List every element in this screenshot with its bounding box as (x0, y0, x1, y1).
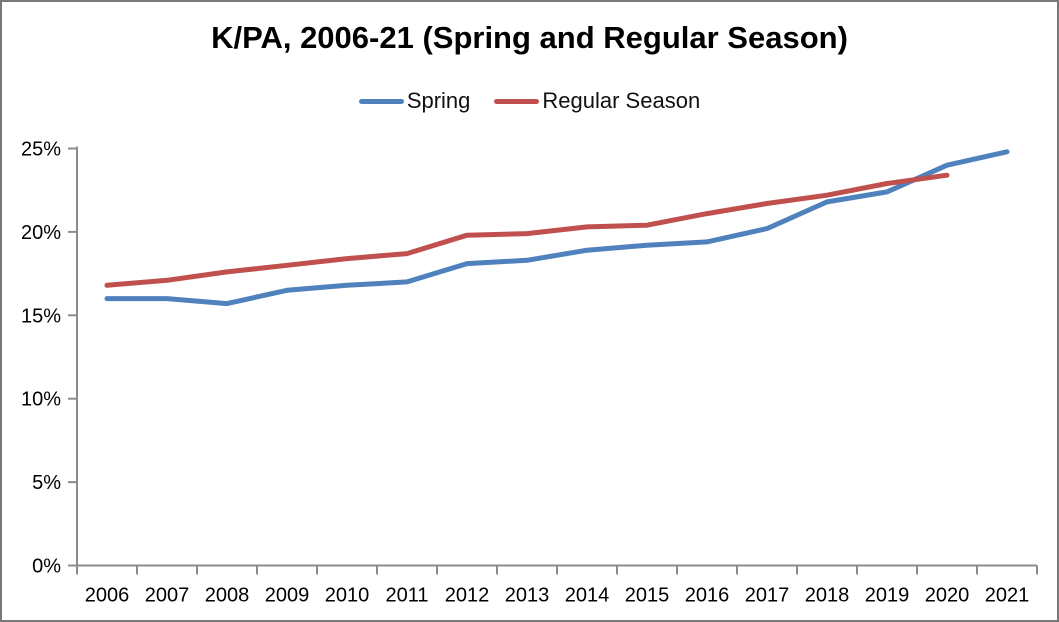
x-axis-tick-label: 2019 (865, 585, 910, 607)
x-axis-tick-label: 2018 (805, 585, 850, 607)
x-axis-tick-label: 2008 (205, 585, 250, 607)
x-axis-tick-label: 2010 (325, 585, 370, 607)
chart-title: K/PA, 2006-21 (Spring and Regular Season… (211, 20, 848, 55)
y-axis-tick-label: 5% (32, 472, 61, 494)
x-axis-tick-label: 2007 (145, 585, 190, 607)
legend-item-regular-season: Regular Season (494, 88, 700, 114)
regular-season-line-swatch (494, 98, 540, 104)
series-line-spring (104, 149, 1010, 307)
x-axis-tick-label: 2016 (685, 585, 730, 607)
x-axis-tick-label: 2011 (385, 585, 428, 607)
legend: Spring Regular Season (2, 88, 1057, 114)
legend-item-spring: Spring (358, 88, 471, 114)
x-axis-tick-label: 2017 (745, 585, 790, 607)
x-axis-tick-label: 2013 (505, 585, 550, 607)
x-axis-tick-label: 2012 (445, 585, 490, 607)
legend-label-spring: Spring (406, 88, 471, 113)
y-axis-tick-label: 20% (21, 222, 61, 244)
y-axis-tick-label: 0% (32, 556, 61, 578)
y-axis-tick-label: 15% (21, 305, 61, 327)
x-axis-tick-label: 2006 (85, 585, 130, 607)
series-line-regular-season (104, 172, 950, 288)
y-axis-tick-label: 10% (21, 389, 61, 411)
spring-line-swatch (358, 98, 404, 104)
x-axis-tick-label: 2009 (265, 585, 310, 607)
x-axis-tick-label: 2015 (625, 585, 670, 607)
x-axis-tick-label: 2021 (985, 585, 1030, 607)
legend-label-regular-season: Regular Season (542, 88, 701, 113)
x-axis-tick-label: 2014 (565, 585, 610, 607)
y-axis-tick-label: 25% (21, 139, 61, 161)
x-axis-tick-label: 2020 (925, 585, 970, 607)
